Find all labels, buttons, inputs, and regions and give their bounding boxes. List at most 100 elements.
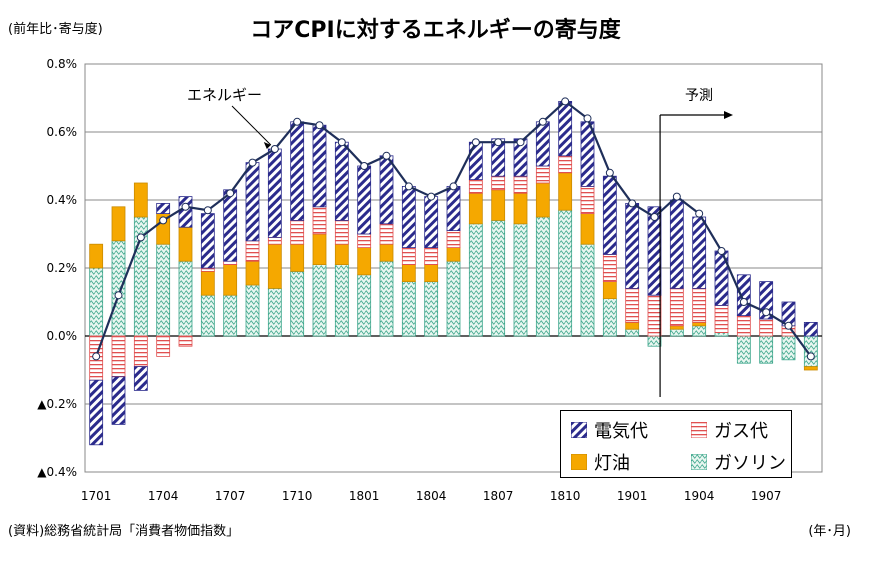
bar-gas xyxy=(513,175,528,194)
x-tick-label: 1707 xyxy=(215,489,246,503)
legend-item-kerosene: 灯油 xyxy=(571,449,630,475)
bar-electricity xyxy=(446,185,461,231)
source-note: (資料)総務省統計局「消費者物価指数」 xyxy=(8,524,240,539)
bar-kerosene xyxy=(290,243,305,272)
bar-gas xyxy=(156,335,171,357)
energy-point xyxy=(270,145,279,153)
bar-electricity xyxy=(312,124,327,208)
legend-item-gas: ガス代 xyxy=(691,417,768,443)
bar-kerosene xyxy=(200,270,215,296)
y-tick-label: ▲0.2% xyxy=(37,397,77,411)
legend-label-gas: ガス代 xyxy=(714,421,768,442)
energy-point xyxy=(717,247,726,255)
bar-gas xyxy=(558,155,573,174)
bar-gasoline xyxy=(379,260,394,337)
legend-swatch-kerosene xyxy=(571,454,587,470)
x-tick-label: 1704 xyxy=(148,489,179,503)
bar-gasoline xyxy=(781,335,796,361)
x-tick-label: 1710 xyxy=(282,489,313,503)
bar-gasoline xyxy=(692,325,707,337)
bar-gas xyxy=(401,247,416,266)
bar-kerosene xyxy=(491,189,506,221)
bar-gasoline xyxy=(647,335,662,347)
bar-gas xyxy=(245,240,260,262)
energy-point xyxy=(92,352,101,361)
bar-gasoline xyxy=(223,294,238,337)
legend-label-kerosene: 灯油 xyxy=(594,453,630,474)
bar-gasoline xyxy=(625,328,640,337)
energy-annotation-label: エネルギー xyxy=(187,86,262,104)
bar-gas xyxy=(736,315,751,337)
legend-swatch-gasoline xyxy=(691,454,707,470)
energy-point xyxy=(404,182,413,191)
bar-electricity xyxy=(156,202,171,214)
legend-label-gasoline: ガソリン xyxy=(714,453,786,474)
bar-gas xyxy=(111,335,126,378)
bar-electricity xyxy=(89,379,104,446)
bar-electricity xyxy=(558,101,573,157)
bar-gasoline xyxy=(491,219,506,337)
bar-gas xyxy=(267,236,282,245)
bar-gasoline xyxy=(156,243,171,337)
bar-gas xyxy=(535,165,550,184)
bar-gasoline xyxy=(468,223,483,337)
bar-gas xyxy=(580,185,595,214)
x-tick-label: 1907 xyxy=(751,489,782,503)
bar-kerosene xyxy=(401,264,416,283)
bar-gasoline xyxy=(535,216,550,337)
bar-electricity xyxy=(424,196,439,249)
y-tick-label: 0.2% xyxy=(47,261,78,275)
bar-gasoline xyxy=(580,243,595,337)
bar-kerosene xyxy=(357,247,372,276)
y-tick-label: ▲0.4% xyxy=(37,465,77,479)
bar-gas xyxy=(759,318,774,337)
bar-kerosene xyxy=(245,260,260,286)
bar-gasoline xyxy=(334,264,349,337)
bar-electricity xyxy=(223,189,238,262)
bar-gas xyxy=(647,294,662,337)
bar-electricity xyxy=(602,175,617,255)
bar-gasoline xyxy=(267,287,282,337)
energy-point xyxy=(226,189,235,198)
energy-annotation-arrow xyxy=(231,105,272,146)
bar-gasoline xyxy=(111,240,126,337)
energy-point xyxy=(739,298,748,306)
legend-item-electricity: 電気代 xyxy=(571,417,648,443)
bar-electricity xyxy=(334,141,349,221)
bar-kerosene xyxy=(625,321,640,330)
bar-kerosene xyxy=(669,325,684,330)
bar-kerosene xyxy=(424,264,439,283)
bar-kerosene xyxy=(111,206,126,242)
energy-point xyxy=(784,321,793,330)
x-tick-label: 1804 xyxy=(416,489,447,503)
bar-kerosene xyxy=(468,192,483,225)
x-tick-label: 1701 xyxy=(81,489,112,503)
y-tick-label: 0.6% xyxy=(47,125,78,139)
bar-gas xyxy=(223,260,238,266)
x-tick-label: 1801 xyxy=(349,489,380,503)
unit-label: (前年比･寄与度) xyxy=(8,22,103,37)
legend-label-electricity: 電気代 xyxy=(594,421,648,442)
bar-gasoline xyxy=(759,335,774,364)
bar-gas xyxy=(334,219,349,245)
bar-electricity xyxy=(647,206,662,296)
bar-kerosene xyxy=(513,192,528,225)
energy-point xyxy=(628,199,637,208)
bar-kerosene xyxy=(558,172,573,211)
bar-electricity xyxy=(692,216,707,289)
energy-point xyxy=(650,213,659,221)
energy-point xyxy=(561,97,570,106)
bar-gas xyxy=(200,267,215,272)
energy-point xyxy=(248,158,257,167)
y-tick-label: 0.4% xyxy=(47,193,78,207)
energy-point xyxy=(114,291,123,300)
bar-gas xyxy=(669,287,684,327)
bar-gasoline xyxy=(401,281,416,337)
bar-gas xyxy=(424,247,439,266)
bar-electricity xyxy=(736,274,751,316)
bar-gas xyxy=(290,219,305,245)
energy-point xyxy=(382,151,391,160)
bar-kerosene xyxy=(133,182,148,218)
energy-point xyxy=(494,138,503,147)
forecast-arrowhead xyxy=(724,111,733,119)
